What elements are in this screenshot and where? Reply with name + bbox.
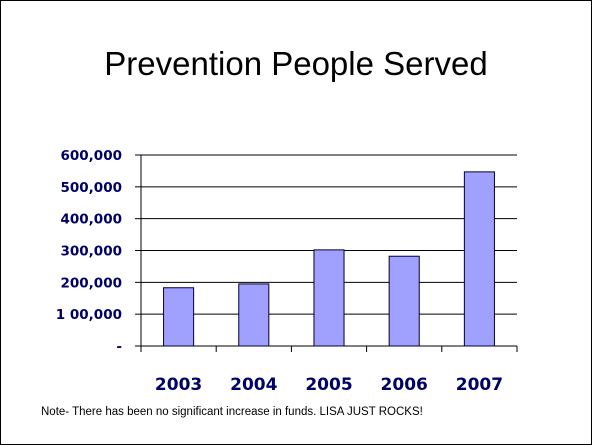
y-tick-label: - bbox=[116, 339, 122, 355]
y-tick-label: 500,000 bbox=[61, 180, 123, 196]
bar-2003 bbox=[163, 287, 195, 347]
x-tick-label: 2004 bbox=[230, 375, 277, 395]
y-tick-label: 1 00,000 bbox=[56, 307, 122, 323]
bar-2005 bbox=[313, 249, 345, 347]
y-tick-label: 300,000 bbox=[61, 244, 123, 260]
bar-2007 bbox=[463, 171, 495, 347]
x-tick-label: 2003 bbox=[155, 375, 202, 395]
bar-2006 bbox=[388, 255, 420, 347]
y-tick-label: 200,000 bbox=[61, 275, 123, 291]
bar-2004 bbox=[238, 283, 270, 347]
y-tick-label: 400,000 bbox=[61, 212, 123, 228]
x-tick-label: 2006 bbox=[381, 375, 428, 395]
slide-title: Prevention People Served bbox=[104, 45, 488, 82]
x-tick-label: 2007 bbox=[456, 375, 503, 395]
slide-note: Note- There has been no significant incr… bbox=[41, 406, 423, 418]
y-tick-label: 600,000 bbox=[61, 148, 123, 164]
x-tick-label: 2005 bbox=[305, 375, 352, 395]
